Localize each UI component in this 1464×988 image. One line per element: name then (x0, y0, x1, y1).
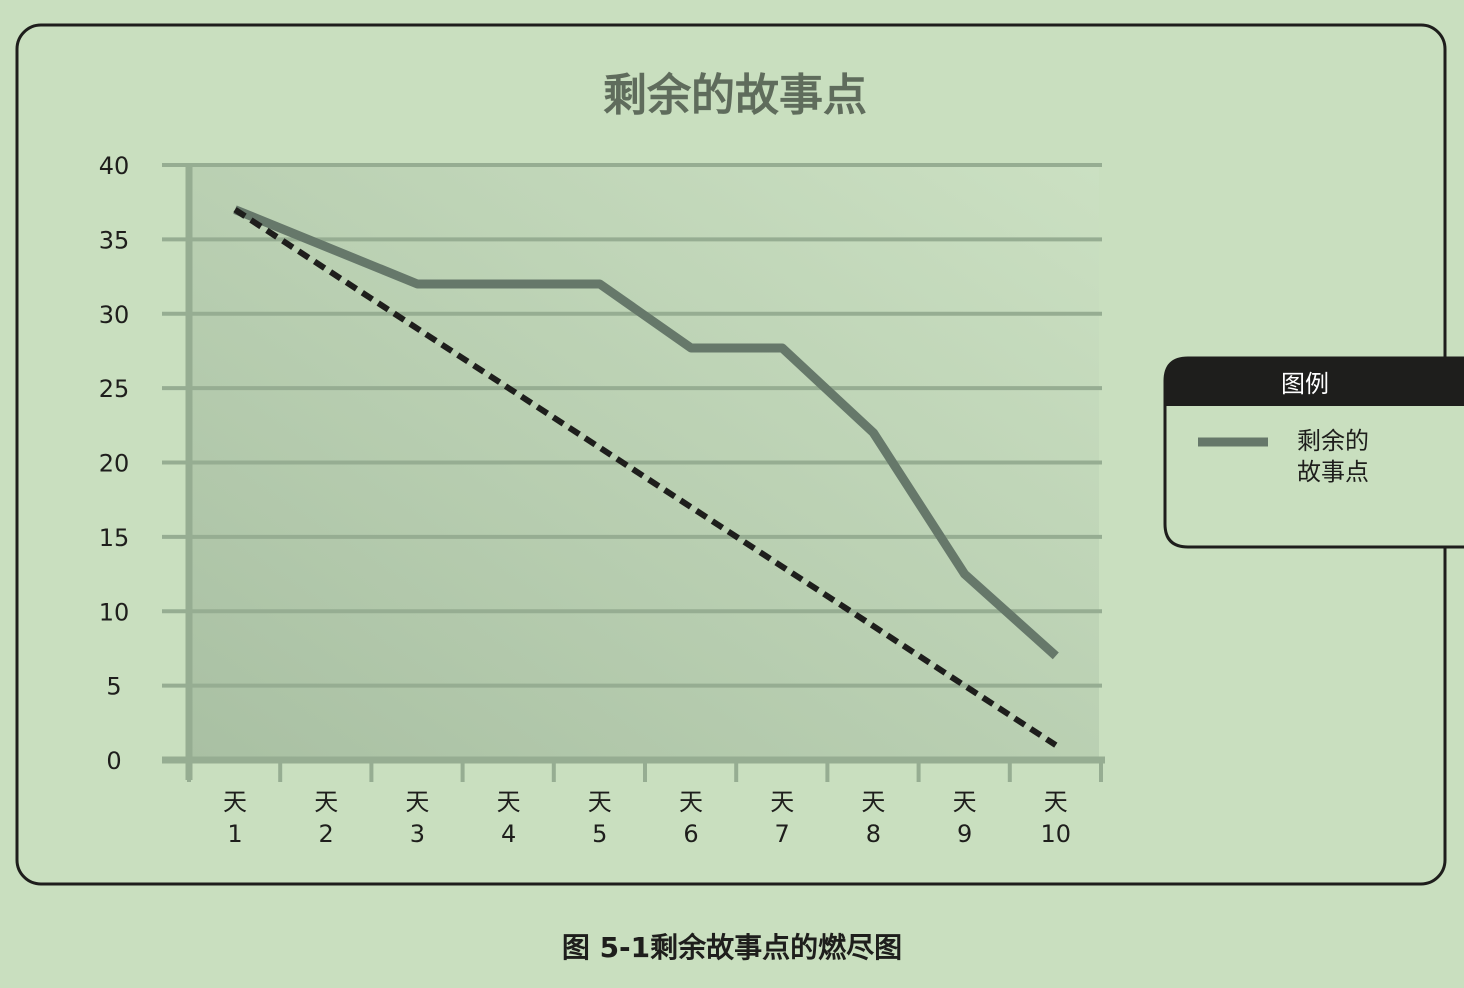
x-tick-label-day-4-top: 天 (497, 788, 521, 816)
x-tick-label-day-1-top: 天 (223, 788, 247, 816)
x-tick-label-day-3-number: 3 (410, 820, 425, 848)
x-tick-label-day-1-number: 1 (227, 820, 242, 848)
x-tick-label-day-4-number: 4 (501, 820, 516, 848)
x-tick-label-day-9-top: 天 (953, 788, 977, 816)
x-tick-label-day-6-number: 6 (683, 820, 698, 848)
x-tick-label-day-5-number: 5 (592, 820, 607, 848)
legend-label-line-2: 故事点 (1297, 458, 1369, 486)
y-tick-label-5: 5 (106, 673, 121, 701)
y-tick-label-40: 40 (99, 152, 130, 180)
y-axis-tick-labels: 0 5 10 15 20 25 30 35 40 (99, 152, 130, 775)
y-tick-label-35: 35 (99, 226, 130, 254)
legend: 图例 剩余的 故事点 (1163, 356, 1464, 549)
y-tick-label-30: 30 (99, 301, 130, 329)
figure-caption: 图 5-1剩余故事点的燃尽图 (561, 931, 903, 964)
x-tick-label-day-9-number: 9 (957, 820, 972, 848)
series-ideal-dashed-line (233, 207, 1058, 748)
x-tick-label-day-2-top: 天 (314, 788, 338, 816)
x-tick-label-day-6-top: 天 (679, 788, 703, 816)
series-lines (233, 205, 1059, 748)
grid-lines (162, 163, 1102, 688)
x-tick-label-day-7-number: 7 (775, 820, 790, 848)
x-tick-label-day-3-top: 天 (405, 788, 429, 816)
y-tick-label-25: 25 (99, 375, 130, 403)
x-tick-label-day-7-top: 天 (770, 788, 794, 816)
x-tick-label-day-5-top: 天 (588, 788, 612, 816)
x-tick-label-day-8-top: 天 (861, 788, 885, 816)
y-tick-label-10: 10 (99, 598, 130, 626)
chart-title: 剩余的故事点 (603, 70, 867, 121)
y-tick-label-0: 0 (106, 747, 121, 775)
legend-label-line-1: 剩余的 (1297, 427, 1369, 455)
x-tick-label-day-2-number: 2 (319, 820, 334, 848)
y-tick-label-15: 15 (99, 524, 130, 552)
axes (162, 165, 1105, 782)
x-tick-label-day-8-number: 8 (866, 820, 881, 848)
y-tick-label-20: 20 (99, 450, 130, 478)
x-tick-label-day-10-number: 10 (1041, 820, 1072, 848)
x-tick-label-day-10-top: 天 (1044, 788, 1068, 816)
legend-header (1165, 358, 1464, 406)
series-remaining-story-points-line (233, 205, 1059, 660)
legend-title: 图例 (1281, 370, 1329, 398)
x-axis-tick-labels: 天 1 天 2 天 3 天 4 天 5 天 6 天 7 天 8 天 9 天 10 (223, 788, 1071, 848)
